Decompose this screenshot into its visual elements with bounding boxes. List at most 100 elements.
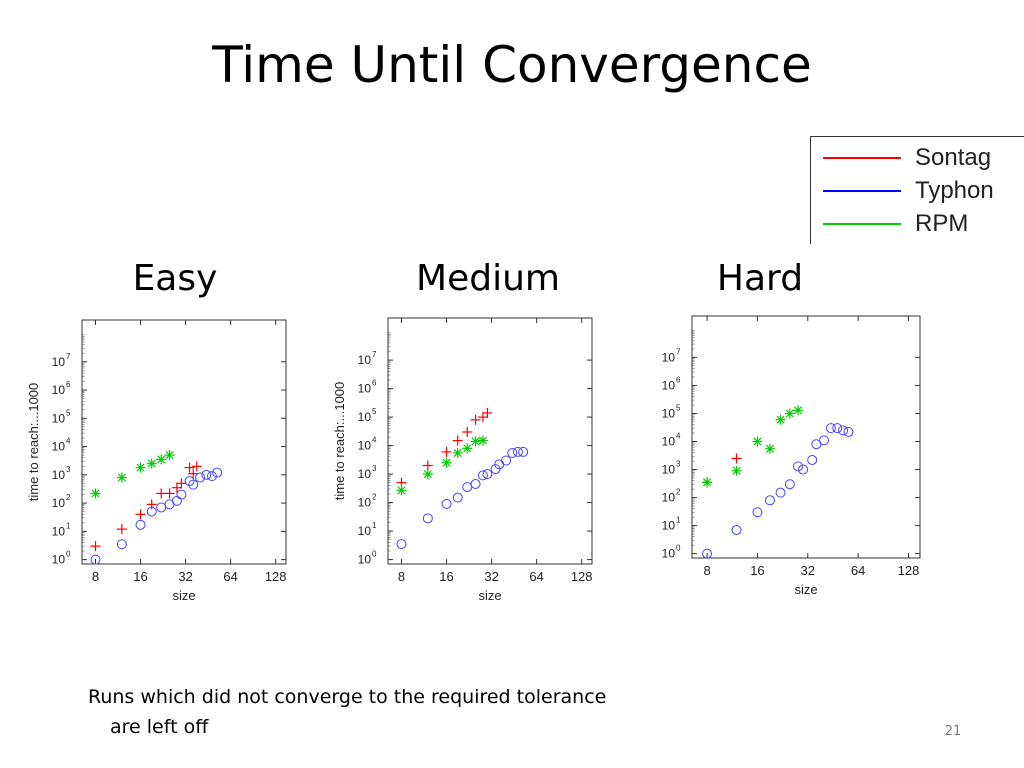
typhon-circle-marker <box>452 492 463 503</box>
x-axis-label: size <box>794 582 817 597</box>
legend-swatch-typhon <box>823 190 901 192</box>
y-tick-label: 10 <box>358 553 372 567</box>
y-tick-label: 10 <box>662 519 675 533</box>
y-axis-label: time to reach:...1000 <box>332 382 347 501</box>
x-tick-label: 32 <box>178 569 192 584</box>
y-tick-label: 10 <box>52 468 66 482</box>
rpm-point <box>164 450 175 461</box>
y-tick-exponent: 6 <box>372 379 377 388</box>
sontag-point <box>422 460 433 471</box>
rpm-point <box>764 443 775 454</box>
typhon-point <box>702 548 713 559</box>
y-tick-exponent: 4 <box>66 437 71 446</box>
y-tick-label: 10 <box>52 411 66 425</box>
rpm-marker-d2 <box>478 436 487 445</box>
y-tick-exponent: 3 <box>676 460 681 469</box>
typhon-point <box>764 495 775 506</box>
typhon-point <box>793 461 804 472</box>
typhon-circle-marker <box>501 455 512 466</box>
typhon-circle-marker <box>838 425 849 436</box>
rpm-marker-d2 <box>147 459 156 468</box>
typhon-point <box>825 423 836 434</box>
legend-item-sontag: Sontag <box>823 143 991 173</box>
rpm-point <box>396 485 407 496</box>
y-tick-exponent: 5 <box>676 403 681 412</box>
x-tick-label: 32 <box>484 569 498 584</box>
rpm-marker-d2 <box>703 478 712 487</box>
sontag-point <box>482 407 493 418</box>
typhon-point <box>482 469 493 480</box>
y-tick-label: 10 <box>662 406 675 420</box>
chart-medium: 10 010 110 210 310 410 510 610 78 16 32 64 128sizeti… <box>332 317 593 603</box>
typhon-circle-marker <box>764 495 775 506</box>
sontag-point <box>188 468 199 479</box>
y-tick-exponent: 7 <box>372 350 377 359</box>
plot-area <box>81 319 287 565</box>
x-tick-label: 16 <box>439 569 453 584</box>
legend-item-typhon: Typhon <box>823 176 994 206</box>
typhon-point <box>452 492 463 503</box>
y-tick-exponent: 2 <box>372 493 377 502</box>
typhon-circle-marker <box>90 554 101 565</box>
y-tick-label: 10 <box>52 383 66 397</box>
sontag-point <box>477 412 488 423</box>
rpm-marker-d2 <box>117 473 126 482</box>
rpm-point <box>775 414 786 425</box>
x-axis-label: size <box>478 588 501 603</box>
rpm-marker-d2 <box>165 451 174 460</box>
y-tick-exponent: 3 <box>66 465 71 474</box>
typhon-point <box>146 506 157 517</box>
x-tick-label: 8 <box>703 563 710 578</box>
sontag-point <box>135 509 146 520</box>
panel-title-easy: Easy <box>132 258 218 299</box>
rpm-marker-d2 <box>397 486 406 495</box>
typhon-circle-marker <box>188 479 199 490</box>
sontag-point <box>176 478 187 489</box>
y-tick-label: 10 <box>358 410 372 424</box>
y-tick-exponent: 6 <box>66 380 71 389</box>
y-tick-label: 10 <box>52 524 66 538</box>
y-tick-exponent: 0 <box>676 544 681 553</box>
y-tick-exponent: 7 <box>676 347 681 356</box>
rpm-marker-d2 <box>442 458 451 467</box>
typhon-point <box>775 487 786 498</box>
typhon-point <box>807 454 818 465</box>
x-tick-label: 64 <box>223 569 237 584</box>
typhon-circle-marker <box>825 423 836 434</box>
y-tick-label: 10 <box>52 355 66 369</box>
rpm-marker-d2 <box>765 444 774 453</box>
rpm-marker-d2 <box>471 437 480 446</box>
sontag-point <box>184 462 195 473</box>
typhon-circle-marker <box>201 469 212 480</box>
y-tick-exponent: 0 <box>66 550 71 559</box>
page-number: 21 <box>944 724 962 739</box>
rpm-point <box>422 469 433 480</box>
sontag-point <box>191 461 202 472</box>
legend-label-typhon: Typhon <box>915 177 994 204</box>
typhon-point <box>832 423 843 434</box>
x-tick-label: 32 <box>801 563 815 578</box>
sontag-point <box>90 541 101 552</box>
typhon-circle-marker <box>793 461 804 472</box>
rpm-marker-d2 <box>136 463 145 472</box>
typhon-circle-marker <box>116 539 127 550</box>
sontag-point <box>171 482 182 493</box>
rpm-point <box>477 435 488 446</box>
rpm-point <box>784 408 795 419</box>
x-tick-label: 64 <box>529 569 543 584</box>
rpm-marker-d2 <box>453 448 462 458</box>
typhon-point <box>184 476 195 487</box>
legend-label-sontag: Sontag <box>915 144 992 171</box>
sontag-point <box>470 414 481 425</box>
typhon-point <box>818 435 829 446</box>
y-tick-label: 10 <box>662 378 675 392</box>
typhon-circle-marker <box>731 524 742 535</box>
y-tick-label: 10 <box>358 467 372 481</box>
panel-title-hard: Hard <box>716 258 804 299</box>
legend-swatch-sontag <box>823 157 901 159</box>
sontag-point <box>731 453 742 464</box>
plot-area <box>691 315 921 559</box>
typhon-circle-marker <box>135 519 146 530</box>
y-tick-exponent: 0 <box>372 550 377 559</box>
rpm-marker-d2 <box>732 466 741 475</box>
